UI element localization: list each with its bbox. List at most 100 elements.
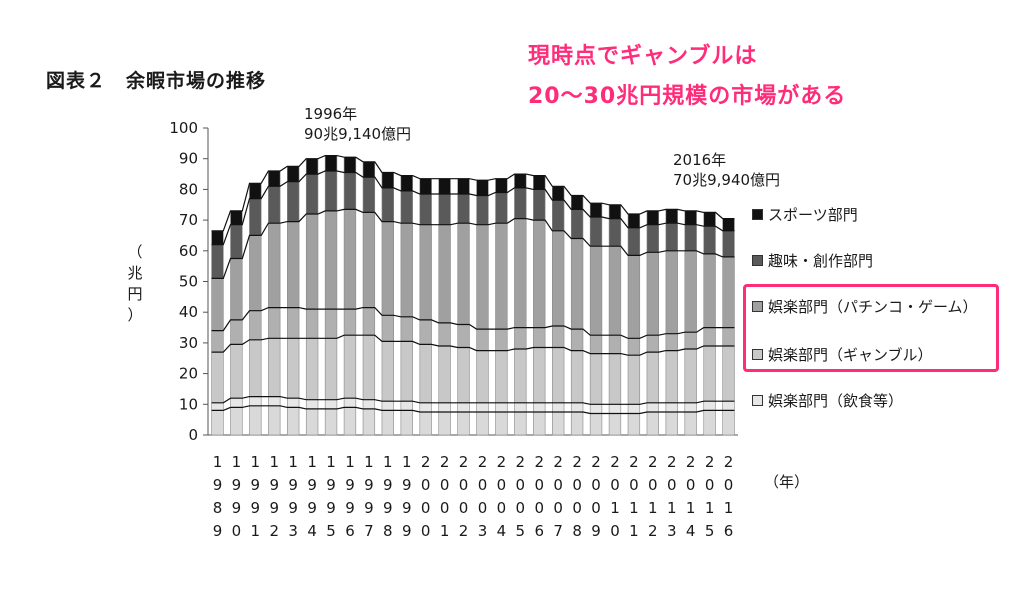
bar-segment [419, 224, 432, 321]
bar-segment [627, 337, 641, 356]
bar-segment [419, 193, 432, 226]
bar-segment [476, 350, 489, 404]
annotation-1996: 1996年 90兆9,140億円 [304, 104, 411, 144]
bar-segment [362, 176, 376, 213]
bar-segment [305, 158, 319, 175]
y-axis-label-char: 円 [127, 285, 143, 303]
bar-segment [589, 334, 603, 354]
bar-segment [722, 327, 735, 347]
bar-segment [457, 324, 470, 348]
bar-segment [381, 187, 394, 222]
bar-segment [457, 347, 470, 404]
bar-segment [230, 224, 243, 259]
bar-segment [495, 222, 508, 330]
bar-segment [230, 210, 243, 226]
bar-segment [722, 400, 735, 411]
series-boundary-line [211, 307, 735, 339]
legend-label: スポーツ部門 [768, 205, 858, 224]
series-boundary-line [211, 405, 735, 415]
bar-segment [665, 222, 678, 252]
series-boundary-line [211, 334, 735, 356]
gambling-highlight-box [743, 284, 999, 372]
bar-segment [570, 411, 584, 436]
bar-segment [381, 221, 394, 316]
bar-segment [646, 210, 659, 226]
bar-segment [646, 351, 659, 404]
y-tick-label: 100 [169, 119, 198, 137]
bar-segment [514, 327, 527, 350]
bar-segment [722, 256, 735, 328]
legend-item: 娯楽部門（パチンコ・ゲーム） [752, 296, 978, 316]
bar-segment [400, 410, 413, 436]
bar-segment [533, 327, 546, 348]
series-boundary-line [211, 208, 735, 279]
bar-segment [400, 222, 413, 318]
bar-segment [249, 235, 262, 311]
bar-segment [457, 411, 470, 436]
bar-segment [381, 172, 394, 189]
bar-segment [400, 400, 413, 411]
bar-segment [665, 402, 678, 413]
bar-segment [230, 407, 243, 436]
bar-segment [608, 413, 622, 436]
bar-segment [230, 397, 243, 408]
bar-segment [400, 190, 413, 224]
bar-segment [287, 181, 300, 222]
bar-segment [570, 238, 584, 330]
bar-segment [324, 155, 338, 172]
bar-segment [722, 218, 735, 232]
bar-segment [627, 255, 641, 339]
bar-segment [552, 230, 565, 327]
bar-segment [646, 224, 659, 253]
bar-segment [514, 187, 527, 219]
bar-segment [438, 402, 451, 413]
bar-segment [570, 328, 584, 351]
bar-segment [608, 353, 622, 405]
bar-segment [533, 219, 546, 328]
bar-segment [533, 189, 546, 221]
bar-segment [438, 178, 451, 195]
legend-label: 娯楽部門（パチンコ・ゲーム） [768, 297, 978, 316]
bar-segment [627, 213, 641, 229]
bar-segment [400, 175, 413, 192]
annotation-1996-year: 1996年 [304, 105, 358, 123]
legend-label: 娯楽部門（ギャンブル） [768, 345, 933, 364]
bar-segment [608, 218, 622, 247]
bar-segment [324, 210, 338, 310]
bar-segment [268, 405, 281, 436]
bar-segment [533, 411, 546, 436]
y-axis-label-char: （ [127, 243, 143, 261]
bar-segment [646, 402, 659, 413]
bar-segment [589, 202, 603, 218]
bar-segment [589, 353, 603, 405]
bar-segment [646, 252, 659, 336]
bar-segment [362, 408, 376, 436]
bar-segment [608, 245, 622, 336]
bar-segment [381, 341, 394, 402]
bar-segment [495, 328, 508, 351]
y-tick-label: 10 [179, 395, 198, 413]
y-tick-label: 30 [179, 334, 198, 352]
bar-segment [249, 339, 262, 397]
bar-segment [268, 337, 281, 397]
bar-segment [684, 210, 697, 226]
bar-segment [230, 258, 243, 321]
bar-segment [324, 408, 338, 436]
bar-segment [343, 334, 357, 399]
legend-label: 趣味・創作部門 [768, 251, 874, 270]
y-tick-label: 50 [179, 273, 198, 291]
y-axis-label-char: 兆 [127, 264, 143, 282]
bar-segment [570, 402, 584, 413]
bar-segment [627, 227, 641, 256]
